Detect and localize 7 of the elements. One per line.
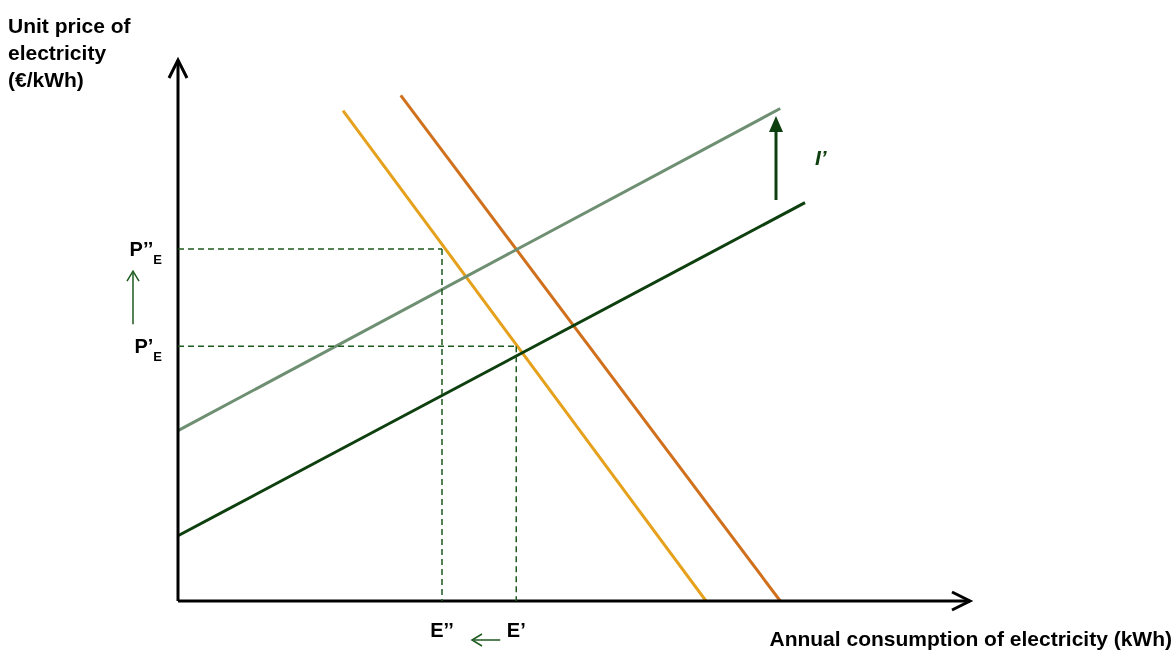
ref-line-label: P’’$_{E}$: [129, 238, 163, 267]
y-axis-title: Unit price of electricity (€/kWh): [8, 13, 132, 93]
ref-line-label: P’$_{E}$: [134, 335, 163, 364]
x-axis-title: Annual consumption of electricity (kWh): [769, 627, 1172, 651]
x-tick-label: E’’: [430, 619, 454, 641]
annotation: I’: [815, 146, 828, 169]
x-tick-label: E’: [506, 619, 526, 641]
